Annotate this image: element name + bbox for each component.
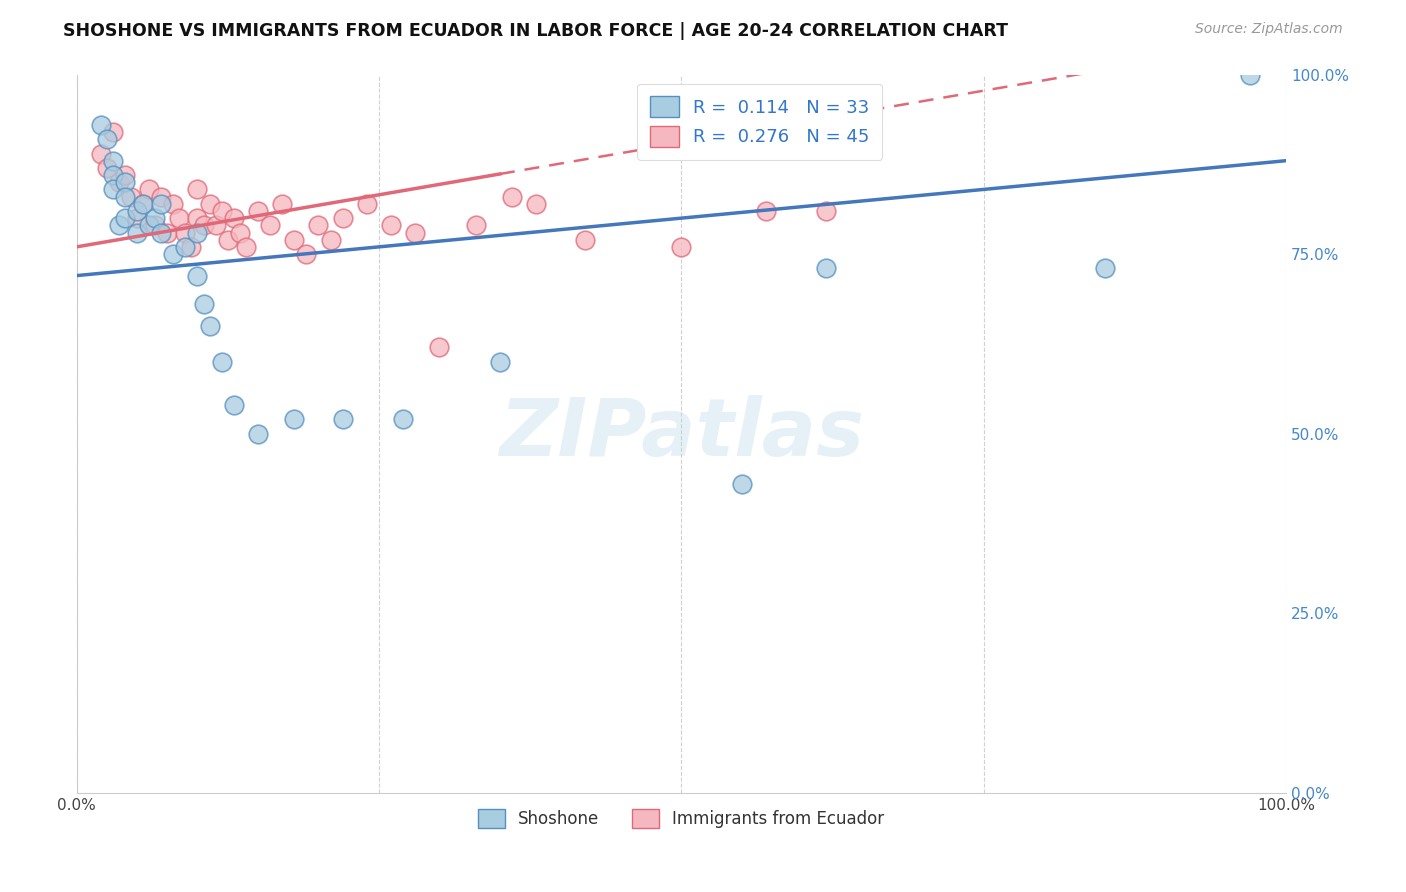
Point <box>574 233 596 247</box>
Point <box>156 226 179 240</box>
Point <box>186 268 208 283</box>
Point <box>132 196 155 211</box>
Point <box>180 240 202 254</box>
Point <box>198 196 221 211</box>
Point <box>319 233 342 247</box>
Point <box>283 412 305 426</box>
Point <box>114 175 136 189</box>
Point <box>211 355 233 369</box>
Point <box>380 219 402 233</box>
Text: Source: ZipAtlas.com: Source: ZipAtlas.com <box>1195 22 1343 37</box>
Point <box>235 240 257 254</box>
Point <box>101 168 124 182</box>
Point <box>174 240 197 254</box>
Point <box>125 204 148 219</box>
Point <box>204 219 226 233</box>
Point <box>1239 68 1261 82</box>
Point <box>356 196 378 211</box>
Point <box>404 226 426 240</box>
Point <box>96 132 118 146</box>
Point <box>193 219 215 233</box>
Point <box>120 189 142 203</box>
Point <box>524 196 547 211</box>
Point <box>101 153 124 168</box>
Point <box>307 219 329 233</box>
Point <box>222 398 245 412</box>
Point <box>246 204 269 219</box>
Point <box>169 211 191 226</box>
Point <box>1094 261 1116 276</box>
Point <box>125 226 148 240</box>
Point <box>211 204 233 219</box>
Point <box>332 412 354 426</box>
Point <box>186 182 208 196</box>
Point <box>392 412 415 426</box>
Point <box>283 233 305 247</box>
Point <box>464 219 486 233</box>
Point <box>150 196 173 211</box>
Point <box>132 196 155 211</box>
Point <box>295 247 318 261</box>
Point <box>150 226 173 240</box>
Point <box>259 219 281 233</box>
Point <box>671 240 693 254</box>
Point <box>108 219 131 233</box>
Text: SHOSHONE VS IMMIGRANTS FROM ECUADOR IN LABOR FORCE | AGE 20-24 CORRELATION CHART: SHOSHONE VS IMMIGRANTS FROM ECUADOR IN L… <box>63 22 1008 40</box>
Point <box>489 355 512 369</box>
Point <box>429 340 451 354</box>
Point <box>101 125 124 139</box>
Point <box>271 196 294 211</box>
Point <box>198 318 221 333</box>
Point <box>246 426 269 441</box>
Point <box>143 219 166 233</box>
Point <box>101 182 124 196</box>
Point <box>186 226 208 240</box>
Point <box>815 261 838 276</box>
Point <box>138 182 160 196</box>
Point <box>143 211 166 226</box>
Point <box>815 204 838 219</box>
Point <box>150 189 173 203</box>
Text: ZIPatlas: ZIPatlas <box>499 394 863 473</box>
Point <box>108 175 131 189</box>
Point <box>138 219 160 233</box>
Point <box>222 211 245 226</box>
Point <box>186 211 208 226</box>
Point <box>174 226 197 240</box>
Point <box>332 211 354 226</box>
Legend: Shoshone, Immigrants from Ecuador: Shoshone, Immigrants from Ecuador <box>471 802 891 835</box>
Point <box>229 226 252 240</box>
Point <box>114 211 136 226</box>
Point <box>162 196 184 211</box>
Point <box>90 146 112 161</box>
Point <box>731 476 754 491</box>
Point <box>114 189 136 203</box>
Point <box>193 297 215 311</box>
Point <box>114 168 136 182</box>
Point <box>217 233 239 247</box>
Point <box>125 211 148 226</box>
Point <box>755 204 778 219</box>
Point <box>501 189 523 203</box>
Point <box>162 247 184 261</box>
Point <box>96 161 118 175</box>
Point <box>90 118 112 132</box>
